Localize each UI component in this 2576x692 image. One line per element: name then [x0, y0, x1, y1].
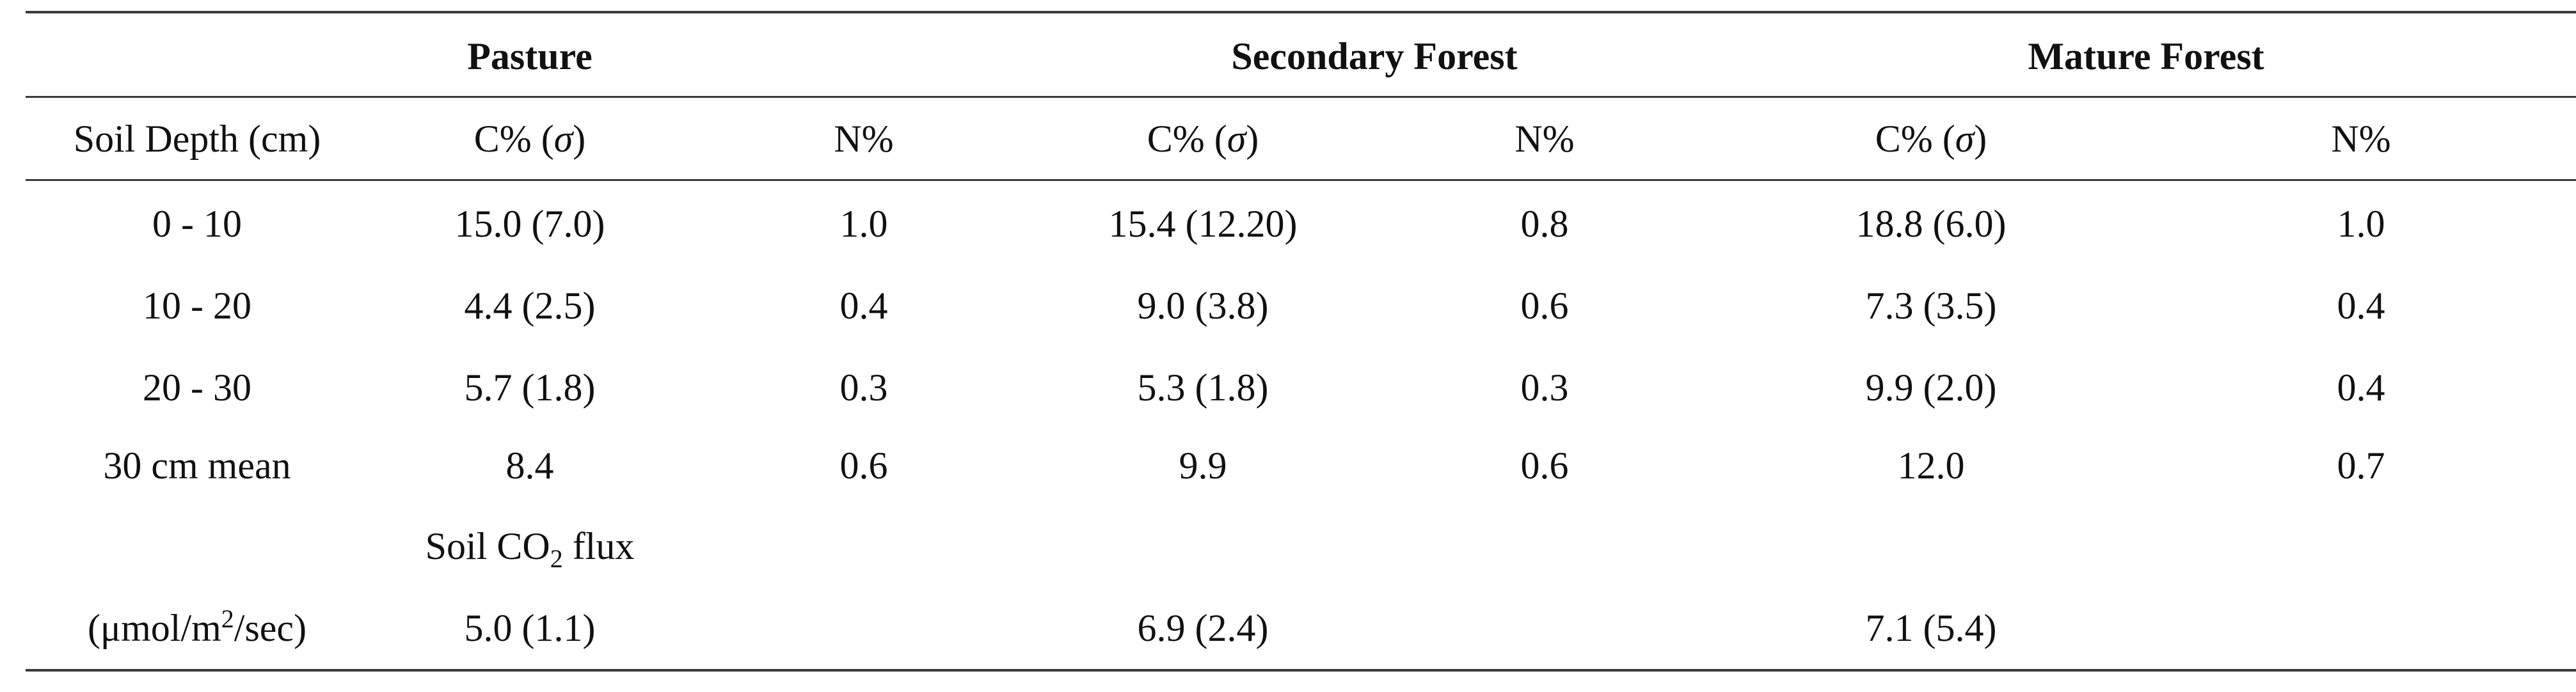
table-cell-secondary-nitrogen: 0.8 — [1520, 203, 1569, 245]
table-cell-secondary-flux: 6.9 (2.4) — [1137, 607, 1269, 649]
table-cell-secondary-carbon: 9.9 — [1179, 444, 1227, 487]
column-header-pasture-carbon: C% (σ) — [473, 118, 586, 160]
table-cell-pasture-carbon: 8.4 — [505, 444, 554, 487]
table-cell-mature-nitrogen: 0.7 — [2337, 444, 2385, 487]
column-header-mature-carbon: C% (σ) — [1875, 118, 1987, 160]
column-header-secondary-carbon: C% (σ) — [1147, 118, 1259, 160]
table-cell-secondary-nitrogen: 0.6 — [1520, 285, 1569, 327]
table-cell-secondary-carbon: 5.3 (1.8) — [1137, 366, 1269, 409]
soil-co2-flux-label: Soil CO2 flux — [425, 525, 635, 573]
table-cell-depth: 20 - 30 — [143, 366, 251, 409]
table-cell-secondary-nitrogen: 0.6 — [1520, 444, 1569, 487]
table-cell-secondary-carbon: 9.0 (3.8) — [1137, 285, 1269, 327]
group-header-secondary-forest: Secondary Forest — [1231, 35, 1518, 77]
table-cell-depth: 30 cm mean — [103, 444, 291, 487]
table-cell-depth: 0 - 10 — [152, 203, 242, 245]
flux-unit-label: (μmol/m2/sec) — [87, 604, 307, 649]
table-cell-mature-carbon: 12.0 — [1897, 444, 1965, 487]
table-header-rule — [26, 179, 2576, 181]
table-cell-pasture-carbon: 4.4 (2.5) — [464, 285, 596, 327]
table-group-rule — [26, 96, 2576, 98]
column-header-pasture-nitrogen: N% — [834, 118, 894, 160]
table-cell-mature-carbon: 9.9 (2.0) — [1865, 366, 1997, 409]
column-header-mature-nitrogen: N% — [2331, 118, 2391, 160]
table-cell-mature-nitrogen: 0.4 — [2337, 285, 2385, 327]
table-cell-mature-nitrogen: 0.4 — [2337, 366, 2385, 409]
table-cell-pasture-flux: 5.0 (1.1) — [464, 607, 596, 649]
group-header-mature-forest: Mature Forest — [2028, 35, 2264, 77]
table-cell-secondary-nitrogen: 0.3 — [1520, 366, 1569, 409]
table-cell-mature-carbon: 18.8 (6.0) — [1856, 203, 2007, 245]
table-top-rule — [26, 11, 2576, 13]
table-cell-mature-flux: 7.1 (5.4) — [1865, 607, 1997, 649]
table-cell-pasture-nitrogen: 1.0 — [839, 203, 888, 245]
table-bottom-rule — [26, 669, 2576, 672]
table-cell-pasture-carbon: 15.0 (7.0) — [454, 203, 605, 245]
table-cell-pasture-carbon: 5.7 (1.8) — [464, 366, 596, 409]
table-cell-mature-carbon: 7.3 (3.5) — [1865, 285, 1997, 327]
table-cell-pasture-nitrogen: 0.3 — [839, 366, 888, 409]
table-cell-secondary-carbon: 15.4 (12.20) — [1108, 203, 1298, 245]
column-header-soil-depth: Soil Depth (cm) — [73, 118, 321, 160]
column-header-secondary-nitrogen: N% — [1515, 118, 1575, 160]
table-cell-depth: 10 - 20 — [143, 285, 251, 327]
group-header-pasture: Pasture — [467, 35, 592, 77]
table-cell-mature-nitrogen: 1.0 — [2337, 203, 2385, 245]
table-cell-pasture-nitrogen: 0.6 — [839, 444, 888, 487]
table-cell-pasture-nitrogen: 0.4 — [839, 285, 888, 327]
